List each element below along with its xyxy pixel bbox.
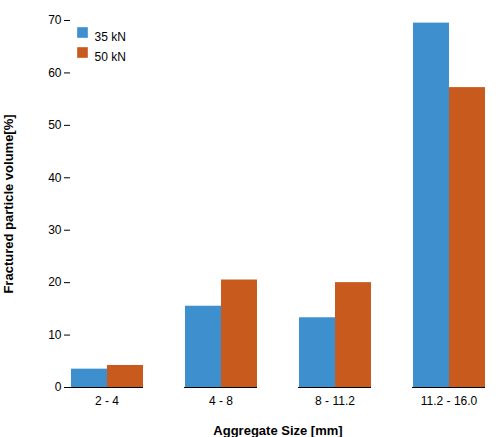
svg-text:Fractured particle volume[%]: Fractured particle volume[%] [1, 114, 16, 293]
svg-text:50 kN: 50 kN [95, 50, 126, 64]
svg-text:2 - 4: 2 - 4 [95, 394, 119, 408]
svg-text:50: 50 [48, 118, 62, 132]
svg-text:0: 0 [55, 380, 62, 394]
svg-text:10: 10 [48, 328, 62, 342]
svg-text:11.2 - 16.0: 11.2 - 16.0 [421, 394, 478, 408]
svg-text:30: 30 [48, 223, 62, 237]
svg-text:8 - 11.2: 8 - 11.2 [315, 394, 355, 408]
svg-text:40: 40 [48, 171, 62, 185]
svg-text:70: 70 [48, 13, 62, 27]
svg-text:Aggregate Size [mm]: Aggregate Size [mm] [213, 423, 342, 437]
svg-text:35 kN: 35 kN [95, 30, 126, 44]
svg-text:60: 60 [48, 66, 62, 80]
svg-text:4 - 8: 4 - 8 [209, 394, 233, 408]
svg-text:20: 20 [48, 275, 62, 289]
